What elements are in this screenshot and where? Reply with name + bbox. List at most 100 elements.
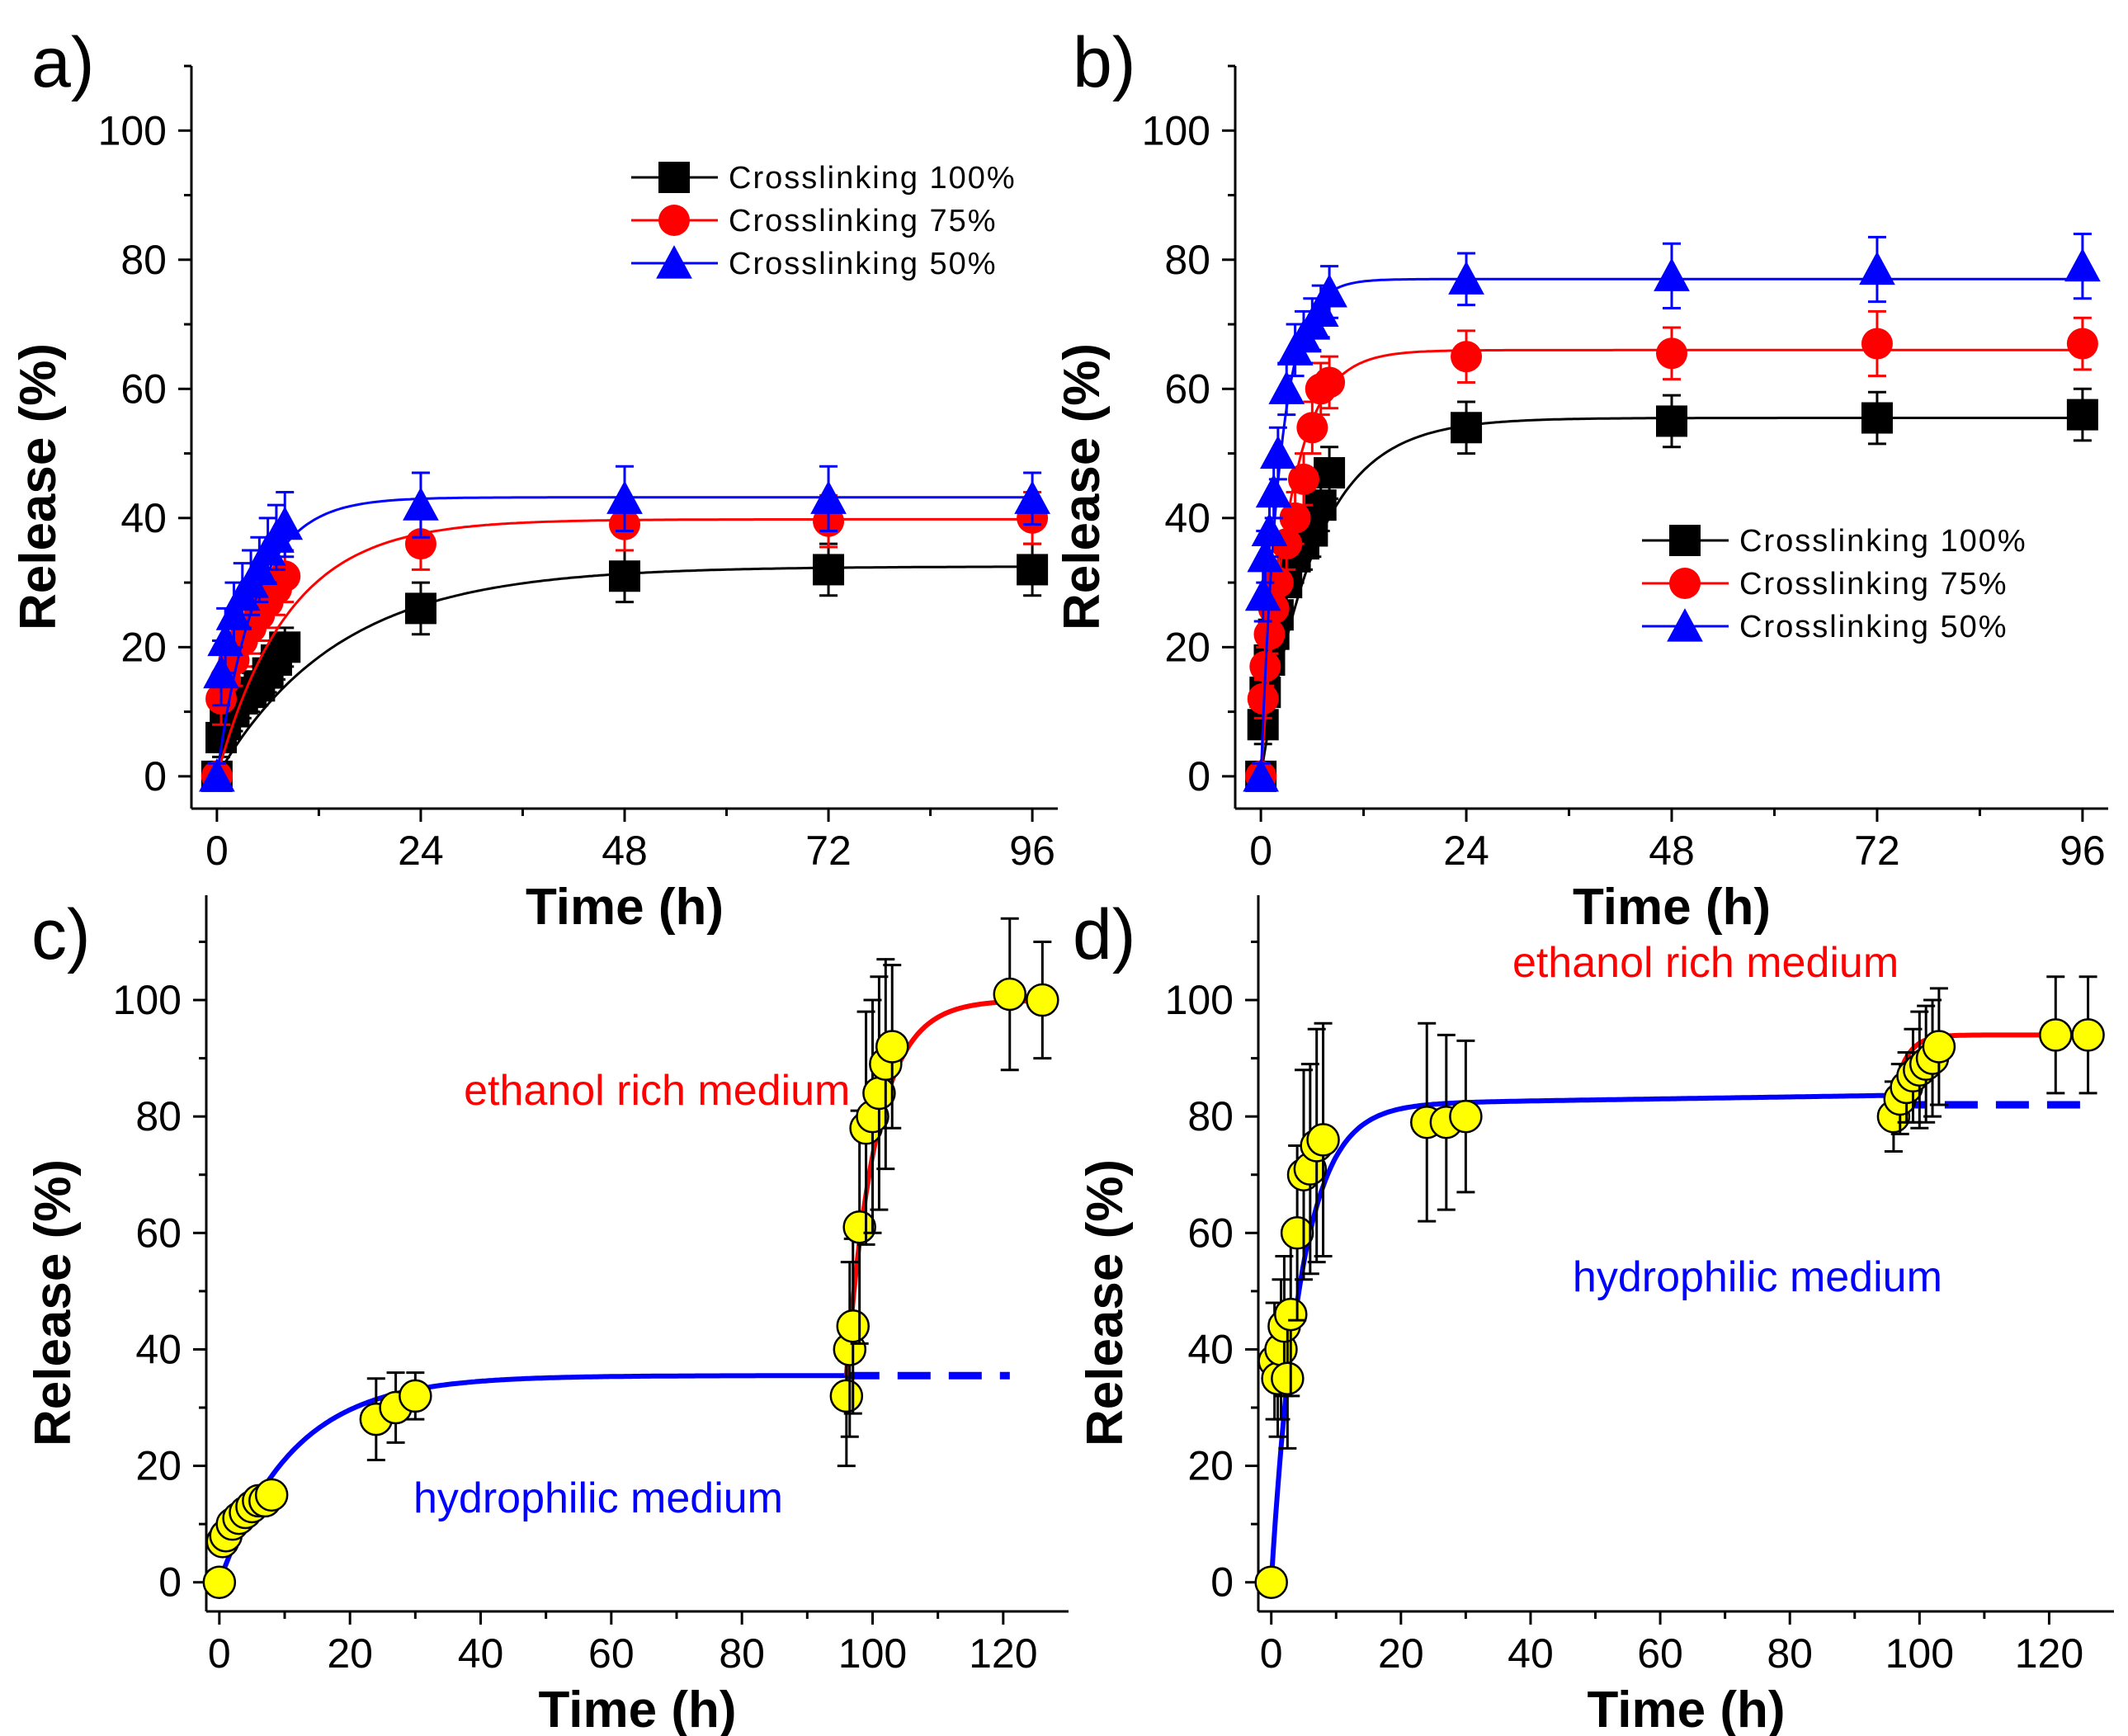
data-point <box>1254 1565 1288 1599</box>
data-point <box>404 592 436 625</box>
y-tick-label: 0 <box>144 753 167 800</box>
x-tick-label: 60 <box>588 1630 635 1677</box>
y-tick-label: 40 <box>1164 495 1210 541</box>
x-tick-label: 40 <box>458 1630 504 1677</box>
data-point <box>1861 402 1893 434</box>
y-tick-label: 80 <box>1164 237 1210 283</box>
x-tick-label: 0 <box>205 828 229 874</box>
data-point <box>606 480 643 514</box>
legend-entry: Crosslinking 50% <box>1739 610 2008 644</box>
data-point <box>1451 412 1483 444</box>
x-tick-label: 96 <box>2060 828 2106 874</box>
y-tick-label: 60 <box>1164 366 1210 412</box>
x-tick-label: 72 <box>1854 828 1900 874</box>
data-point <box>202 1565 237 1599</box>
y-tick-label: 60 <box>120 366 167 412</box>
data-point <box>1306 1123 1340 1157</box>
data-point <box>829 1379 864 1413</box>
y-tick-label: 0 <box>1187 753 1210 800</box>
data-point <box>1314 366 1346 399</box>
data-point <box>1268 370 1305 404</box>
data-point <box>862 1076 896 1111</box>
data-point <box>842 1210 876 1244</box>
legend-entry: Crosslinking 100% <box>1739 524 2027 559</box>
data-point <box>2066 328 2098 360</box>
data-point <box>2064 248 2101 282</box>
y-tick-label: 20 <box>135 1443 182 1489</box>
x-axis-title: Time (h) <box>1573 879 1771 936</box>
legend-entry: Crosslinking 75% <box>729 204 998 238</box>
annotation-text: hydrophilic medium <box>1573 1253 1942 1301</box>
y-axis-title: Release (%) <box>10 343 67 630</box>
data-point <box>269 631 301 663</box>
x-tick-label: 0 <box>1249 828 1272 874</box>
chart-panel-a: 0 20 40 60 80 100 0 24 48 72 96 Time (h) Release (%)… <box>10 23 1058 936</box>
data-point <box>1287 463 1319 495</box>
data-point <box>404 528 436 560</box>
data-point <box>1251 512 1288 547</box>
y-tick-label: 100 <box>1165 977 1234 1023</box>
x-tick-label: 100 <box>838 1630 907 1677</box>
x-tick-label: 120 <box>2015 1630 2083 1677</box>
data-point <box>1296 412 1328 444</box>
data-point <box>254 1478 289 1512</box>
fit-line <box>216 1373 847 1583</box>
legend-marker <box>658 162 690 193</box>
y-tick-label: 20 <box>120 624 167 670</box>
data-point <box>1280 1216 1314 1250</box>
x-tick-label: 40 <box>1508 1630 1554 1677</box>
x-tick-label: 24 <box>398 828 444 874</box>
x-tick-label: 120 <box>969 1630 1037 1677</box>
data-point <box>1014 480 1050 514</box>
panel-label: b) <box>1073 23 1135 102</box>
panel-label: c) <box>31 895 91 974</box>
annotation-text: ethanol rich medium <box>464 1067 850 1115</box>
y-tick-label: 40 <box>135 1326 182 1372</box>
legend-entry: Crosslinking 50% <box>729 247 998 281</box>
x-tick-label: 0 <box>208 1630 231 1677</box>
x-tick-label: 0 <box>1260 1630 1283 1677</box>
x-axis-title: Time (h) <box>526 879 724 936</box>
data-point <box>813 554 845 586</box>
data-point <box>1922 1030 1956 1064</box>
fit-line <box>1268 1092 1894 1583</box>
x-tick-label: 60 <box>1637 1630 1683 1677</box>
data-point <box>1451 341 1483 373</box>
data-point <box>875 1030 909 1064</box>
y-tick-label: 20 <box>1187 1443 1234 1489</box>
data-point <box>1274 1297 1308 1332</box>
data-point <box>1017 554 1049 586</box>
data-point <box>1243 758 1279 792</box>
x-axis-title: Time (h) <box>1588 1682 1786 1736</box>
y-axis-title: Release (%) <box>25 1159 82 1446</box>
x-tick-label: 72 <box>805 828 852 874</box>
chart-panel-c: 0 20 40 60 80 100 0 20 40 60 80 100 120 Time (h) Relea… <box>25 895 1069 1736</box>
legend-marker <box>656 245 692 279</box>
panel-label: a) <box>31 23 94 102</box>
data-point <box>1279 502 1311 534</box>
y-tick-label: 40 <box>1187 1326 1234 1372</box>
data-point <box>399 1379 432 1413</box>
legend-marker <box>1669 525 1701 556</box>
y-tick-label: 20 <box>1164 624 1210 670</box>
y-tick-label: 80 <box>1187 1093 1234 1139</box>
x-tick-label: 48 <box>602 828 648 874</box>
data-point <box>1859 251 1895 285</box>
data-point <box>203 654 239 689</box>
legend-marker <box>1667 608 1703 642</box>
chart-panel-b: 0 20 40 60 80 100 0 24 48 72 96 Time (h) Release (%)… <box>1054 23 2108 936</box>
y-tick-label: 100 <box>113 977 182 1023</box>
data-point <box>1656 337 1687 370</box>
data-point <box>1861 328 1893 360</box>
panel-label: d) <box>1073 895 1135 974</box>
data-point <box>199 758 235 792</box>
legend-marker <box>658 205 690 236</box>
x-axis-title: Time (h) <box>539 1682 737 1736</box>
y-tick-label: 60 <box>1187 1210 1234 1256</box>
data-point <box>2066 399 2098 431</box>
y-tick-label: 0 <box>158 1559 182 1606</box>
annotation-text: ethanol rich medium <box>1512 939 1899 987</box>
y-axis-title: Release (%) <box>1077 1159 1134 1446</box>
x-tick-label: 48 <box>1649 828 1695 874</box>
